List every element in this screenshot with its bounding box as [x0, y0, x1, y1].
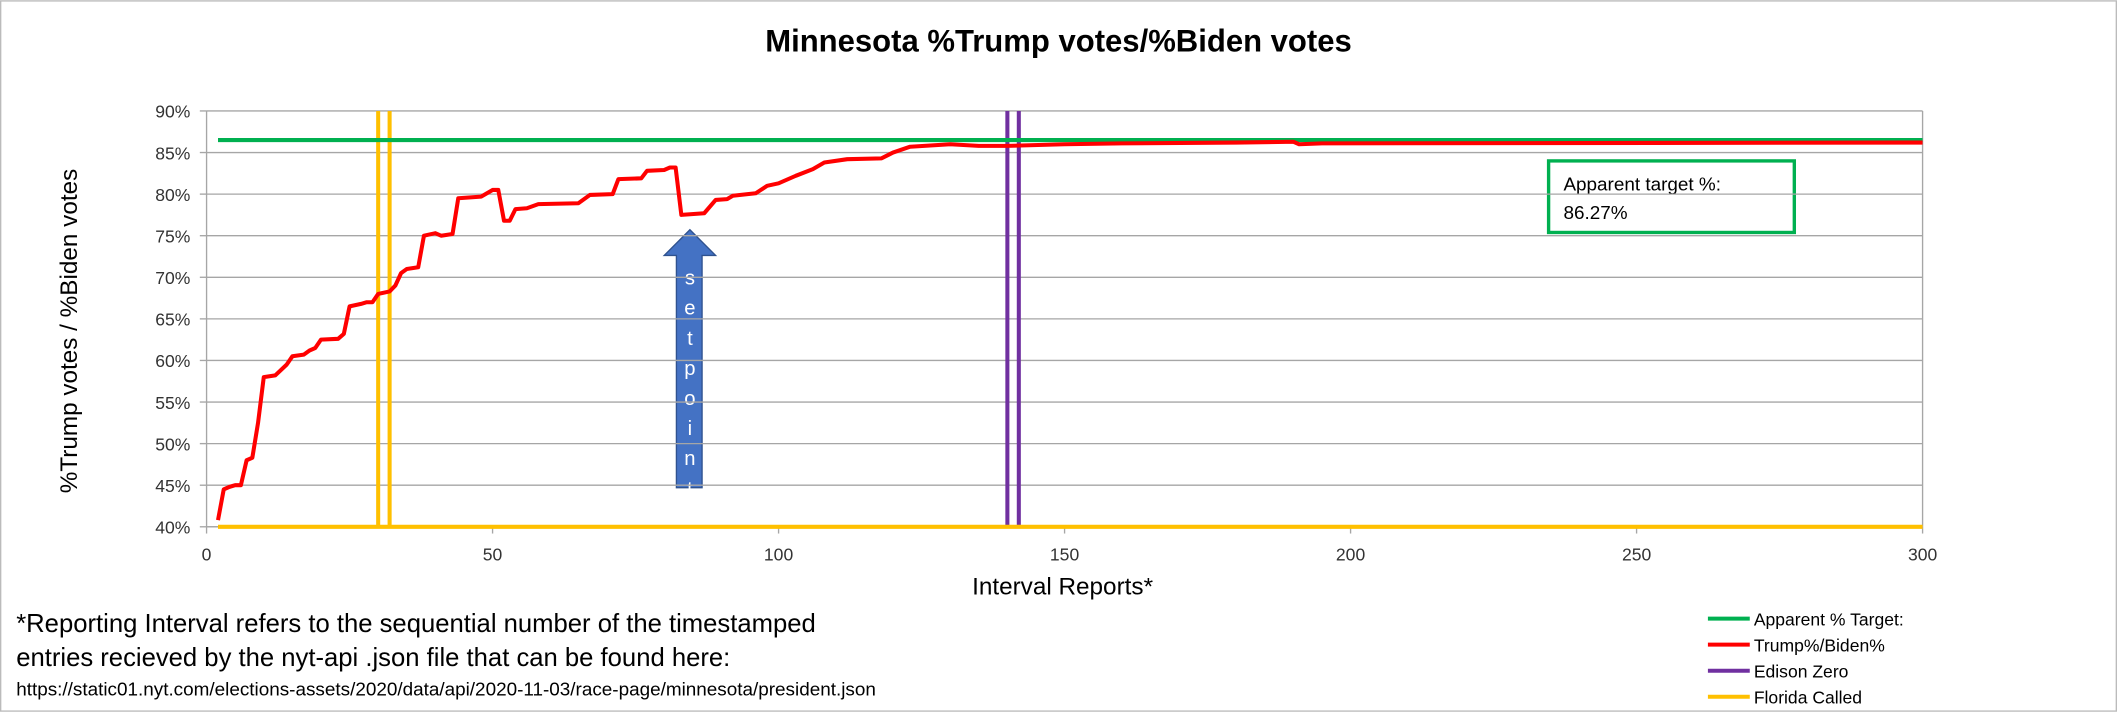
- legend-label: Florida Called: [1754, 688, 1862, 708]
- legend-label: Edison Zero: [1754, 661, 1849, 681]
- y-tick-label: 75%: [155, 226, 190, 246]
- y-tick-label: 45%: [155, 476, 190, 496]
- target-box-title: Apparent target %:: [1563, 175, 1721, 196]
- arrow-text: setpoint: [679, 268, 701, 509]
- x-tick-label: 150: [1050, 545, 1080, 565]
- y-tick-label: 55%: [155, 393, 190, 413]
- setpoint-arrow: [662, 228, 718, 489]
- footnote-line: entries recieved by the nyt-api .json fi…: [16, 644, 730, 672]
- series-line: [1005, 110, 1021, 527]
- y-tick-label: 65%: [155, 310, 190, 330]
- x-tick-label: 100: [764, 545, 794, 565]
- target-box: [1546, 159, 1797, 235]
- legend-label: Trump%/Biden%: [1754, 635, 1885, 655]
- series-line: [218, 110, 1923, 529]
- x-tick-label: 250: [1622, 545, 1652, 565]
- plot-lines: [216, 110, 1923, 529]
- x-axis-label: Interval Reports*: [972, 573, 1154, 600]
- footnote-line: *Reporting Interval refers to the sequen…: [16, 610, 816, 638]
- x-tick-label: 200: [1336, 545, 1366, 565]
- legend-label: Apparent % Target:: [1754, 609, 1904, 629]
- y-tick-label: 80%: [155, 185, 190, 205]
- y-tick-label: 70%: [155, 268, 190, 288]
- y-tick-label: 90%: [155, 102, 190, 122]
- source-url: https://static01.nyt.com/elections-asset…: [16, 680, 876, 701]
- x-tick-label: 50: [483, 545, 503, 565]
- y-axis-label: %Trump votes / %Biden votes: [56, 169, 83, 494]
- chart-title: Minnesota %Trump votes/%Biden votes: [765, 24, 1352, 59]
- y-tick-label: 40%: [155, 518, 190, 538]
- x-tick-label: 0: [202, 545, 212, 565]
- y-tick-label: 85%: [155, 143, 190, 163]
- y-tick-label: 60%: [155, 351, 190, 371]
- target-box-value: 86.27%: [1563, 203, 1627, 224]
- x-tick-label: 300: [1908, 545, 1938, 565]
- y-tick-label: 50%: [155, 434, 190, 454]
- series-line: [216, 139, 1923, 521]
